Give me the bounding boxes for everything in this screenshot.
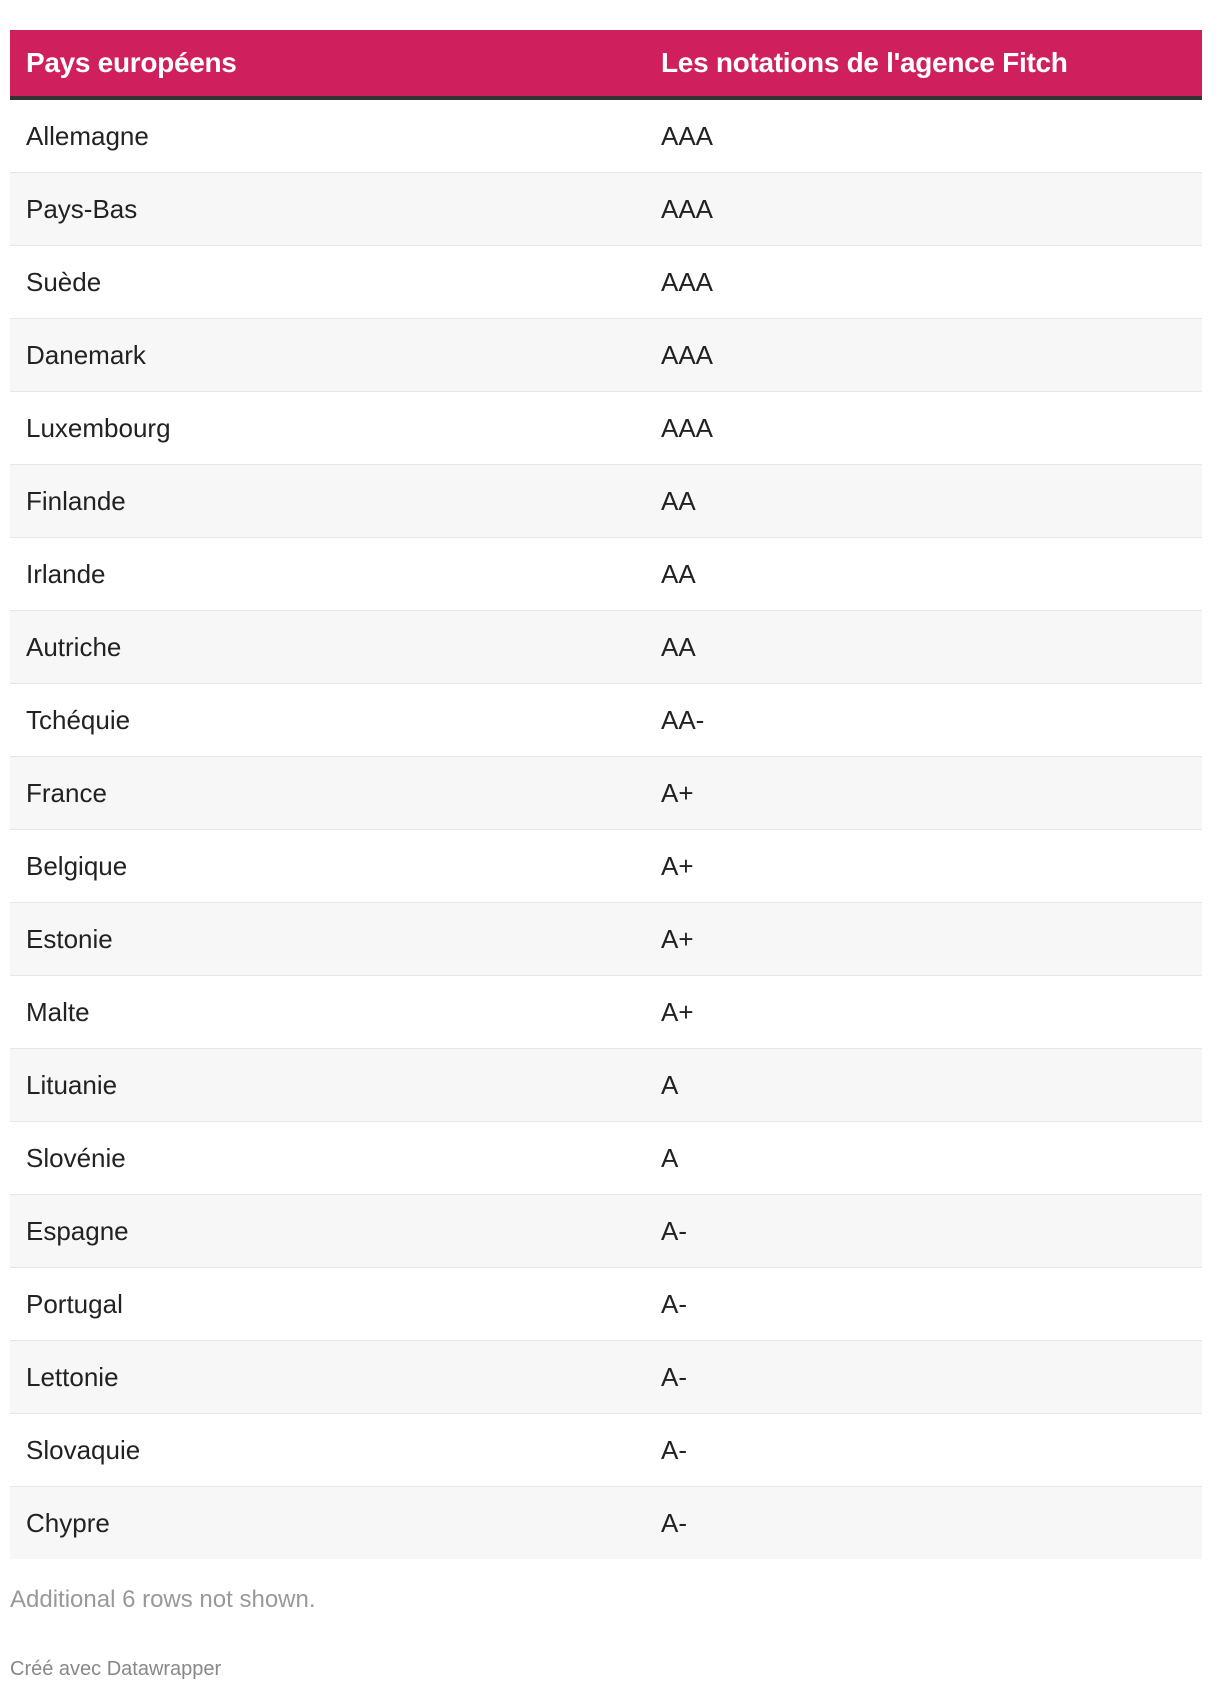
table-row: Slovénie A — [10, 1122, 1202, 1195]
rating-cell: A- — [661, 1215, 687, 1246]
country-cell: Suède — [26, 266, 102, 297]
table-body: Allemagne AAA Pays-Bas AAA Suède AAA Danemark A… — [10, 100, 1202, 1559]
table-row: Allemagne AAA — [10, 100, 1202, 173]
country-cell: Pays-Bas — [26, 193, 138, 224]
rating-cell: A- — [661, 1434, 687, 1465]
rows-not-shown-note: Additional 6 rows not shown. — [10, 1586, 316, 1613]
header-country[interactable]: Pays européens — [26, 47, 237, 78]
table-row: Danemark AAA — [10, 319, 1202, 392]
rating-cell: A — [661, 1142, 679, 1173]
rating-cell: AA — [661, 558, 696, 589]
country-cell: Finlande — [26, 485, 126, 516]
table-row: Malte A+ — [10, 976, 1202, 1049]
rating-cell: A+ — [661, 850, 694, 881]
table-row: Irlande AA — [10, 538, 1202, 611]
country-cell: Autriche — [26, 631, 122, 662]
rating-cell: AA- — [661, 704, 705, 735]
country-cell: Chypre — [26, 1507, 110, 1538]
country-cell: Lituanie — [26, 1069, 118, 1100]
rating-cell: AAA — [661, 120, 714, 151]
rating-cell: AAA — [661, 412, 714, 443]
ratings-table: Pays européens Les notations de l'agence… — [10, 30, 1202, 1559]
country-cell: Danemark — [26, 339, 146, 370]
table-row: Slovaquie A- — [10, 1414, 1202, 1487]
rating-cell: AA — [661, 631, 696, 662]
table-row: Portugal A- — [10, 1268, 1202, 1341]
country-cell: Estonie — [26, 923, 113, 954]
country-cell: Belgique — [26, 850, 128, 881]
table-row: Pays-Bas AAA — [10, 173, 1202, 246]
table-row: Tchéquie AA- — [10, 684, 1202, 757]
table-row: Autriche AA — [10, 611, 1202, 684]
table-row: Chypre A- — [10, 1487, 1202, 1559]
rating-cell: AAA — [661, 266, 714, 297]
rating-cell: A+ — [661, 996, 694, 1027]
rating-cell: A+ — [661, 923, 694, 954]
country-cell: France — [26, 777, 107, 808]
table-header: Pays européens Les notations de l'agence… — [10, 30, 1202, 100]
country-cell: Irlande — [26, 558, 106, 589]
table-row: Estonie A+ — [10, 903, 1202, 976]
table-row: France A+ — [10, 757, 1202, 830]
rating-cell: AA — [661, 485, 696, 516]
datawrapper-credit[interactable]: Créé avec Datawrapper — [10, 1658, 222, 1680]
table-row: Suède AAA — [10, 246, 1202, 319]
table-row: Lituanie A — [10, 1049, 1202, 1122]
country-cell: Tchéquie — [26, 704, 131, 735]
rating-cell: A- — [661, 1288, 687, 1319]
country-cell: Slovaquie — [26, 1434, 141, 1465]
header-rating[interactable]: Les notations de l'agence Fitch — [661, 47, 1068, 78]
table-row: Espagne A- — [10, 1195, 1202, 1268]
country-cell: Portugal — [26, 1288, 123, 1319]
table-row: Lettonie A- — [10, 1341, 1202, 1414]
country-cell: Espagne — [26, 1215, 129, 1246]
country-cell: Lettonie — [26, 1361, 119, 1392]
rating-cell: A- — [661, 1361, 687, 1392]
country-cell: Slovénie — [26, 1142, 126, 1173]
country-cell: Allemagne — [26, 120, 149, 151]
table-row: Luxembourg AAA — [10, 392, 1202, 465]
rating-cell: A — [661, 1069, 679, 1100]
rating-cell: A- — [661, 1507, 687, 1538]
rating-cell: A+ — [661, 777, 694, 808]
rating-cell: AAA — [661, 193, 714, 224]
table-row: Finlande AA — [10, 465, 1202, 538]
country-cell: Luxembourg — [26, 412, 171, 443]
rating-cell: AAA — [661, 339, 714, 370]
table-row: Belgique A+ — [10, 830, 1202, 903]
country-cell: Malte — [26, 996, 90, 1027]
